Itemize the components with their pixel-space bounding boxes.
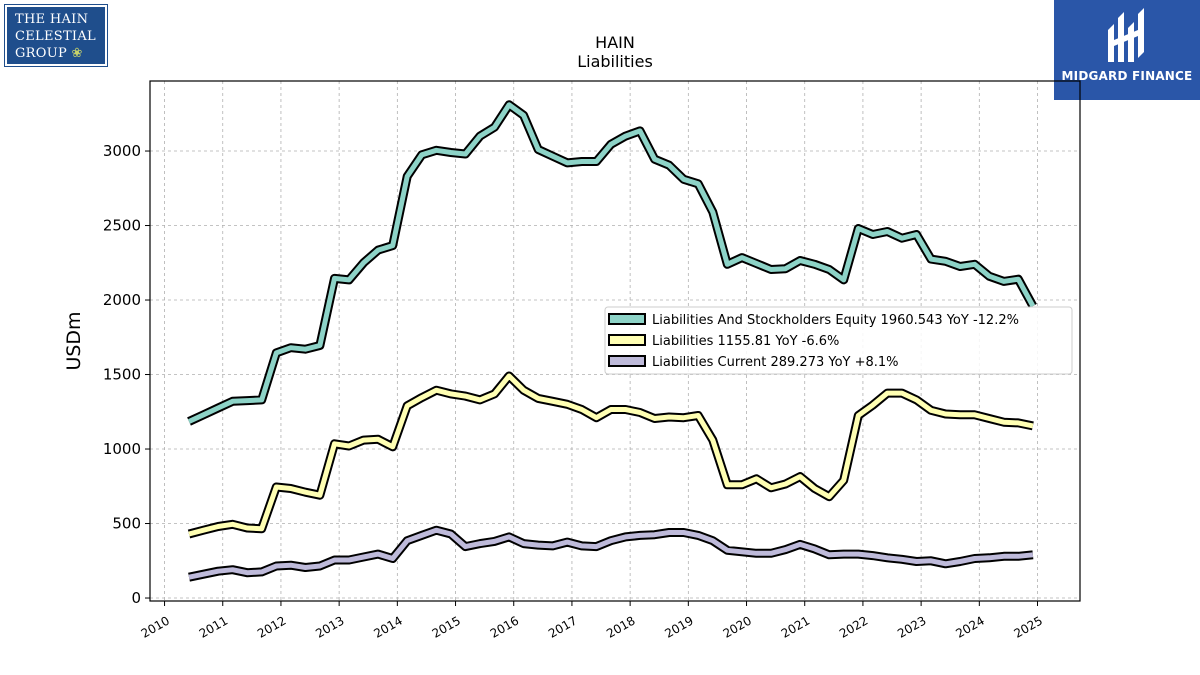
- series-line: [188, 527, 1034, 580]
- series-layer: [187, 100, 1037, 582]
- series-3: [188, 525, 1034, 582]
- legend-entry: Liabilities 1155.81 YoY -6.6%: [652, 334, 839, 349]
- y-tick-label: 3000: [103, 142, 141, 160]
- legend-swatch: [608, 313, 646, 325]
- x-tick-label: 2016: [488, 613, 521, 640]
- series-line: [188, 373, 1034, 537]
- logo-line-3: GROUP ❀: [15, 46, 83, 61]
- x-tick-label: 2023: [895, 613, 928, 640]
- x-tick-label: 2015: [430, 613, 463, 640]
- midgard-finance-logo: MIDGARD FINANCE: [1054, 0, 1200, 100]
- legend-swatch: [608, 334, 646, 346]
- y-tick-label: 2000: [103, 291, 141, 309]
- series-line-outline: [188, 525, 1034, 582]
- y-axis: 0 500 1000 1500 2000 2500 3000: [103, 142, 150, 607]
- hain-celestial-logo: THE HAIN CELESTIAL GROUP ❀: [4, 4, 108, 67]
- chart-title: HAIN: [595, 33, 635, 52]
- x-tick-label: 2020: [721, 613, 754, 640]
- series-2: [187, 371, 1034, 539]
- midgard-monogram-icon: [1108, 8, 1144, 62]
- y-tick-label: 500: [112, 515, 141, 533]
- x-axis: 2010 2011 2012 2013 2014 2015 2016 2017 2018 2019…: [139, 601, 1045, 641]
- legend-entry: Liabilities And Stockholders Equity 1960…: [652, 313, 1019, 328]
- y-tick-label: 2500: [103, 217, 141, 235]
- x-tick-label: 2024: [953, 613, 986, 640]
- x-tick-label: 2013: [313, 613, 346, 640]
- y-tick-label: 1000: [103, 440, 141, 458]
- legend-entry: Liabilities Current 289.273 YoY +8.1%: [652, 355, 899, 370]
- leaf-icon: ❀: [71, 46, 83, 61]
- legend-swatch: [608, 355, 646, 367]
- x-tick-label: 2014: [371, 613, 404, 640]
- y-axis-label: USDm: [63, 311, 85, 370]
- y-tick-label: 0: [131, 589, 141, 607]
- x-tick-label: 2025: [1012, 613, 1045, 640]
- legend: Liabilities And Stockholders Equity 1960…: [604, 306, 1073, 375]
- x-tick-label: 2012: [255, 613, 288, 640]
- x-tick-label: 2018: [604, 613, 637, 640]
- plot-frame: [149, 80, 1081, 602]
- x-tick-label: 2017: [546, 613, 579, 640]
- series-1: [187, 100, 1037, 426]
- midgard-brand-text: MIDGARD FINANCE: [1061, 69, 1193, 83]
- series-line: [187, 102, 1036, 424]
- x-tick-label: 2011: [197, 613, 230, 640]
- x-tick-label: 2022: [837, 613, 870, 640]
- x-tick-label: 2021: [779, 613, 812, 640]
- chart-subtitle: Liabilities: [577, 52, 653, 71]
- logo-line-2: CELESTIAL: [15, 29, 96, 44]
- legend-box: [604, 306, 1073, 375]
- series-line-outline: [187, 371, 1034, 539]
- x-tick-label: 2010: [139, 613, 172, 640]
- x-tick-label: 2019: [662, 613, 695, 640]
- y-tick-label: 1500: [103, 366, 141, 384]
- logo-line-1: THE HAIN: [15, 12, 89, 27]
